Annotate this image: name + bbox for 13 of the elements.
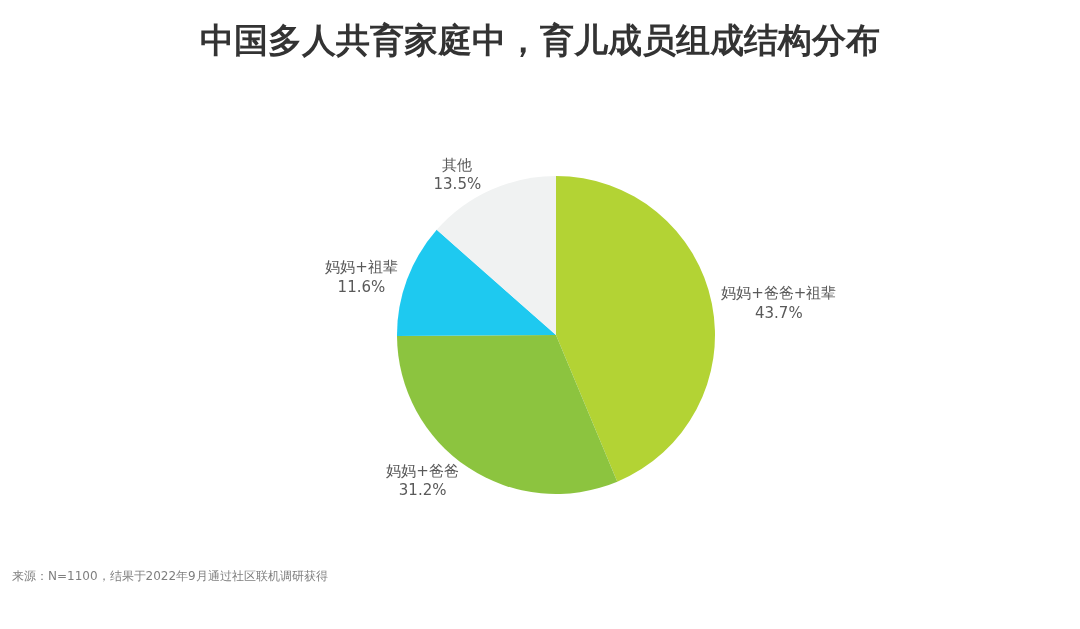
data-label: 31.2%: [398, 481, 447, 500]
data-label: 43.7%: [755, 303, 803, 322]
pie-slice: [397, 229, 556, 336]
chart-title: 中国多人共育家庭中，育儿成员组成结构分布: [200, 19, 880, 60]
slice-label: 其他: [442, 155, 473, 174]
slice-label: 妈妈+祖辈: [325, 258, 398, 277]
pie-slice: [436, 176, 556, 335]
data-label: 13.5%: [433, 175, 482, 194]
data-label: 11.6%: [337, 277, 386, 296]
pie-slice: [556, 176, 715, 482]
slice-label: 妈妈+爸爸+祖辈: [721, 284, 837, 303]
slice-label: 妈妈+爸爸: [386, 461, 459, 480]
source-note: 来源：N=1100，结果于2022年9月通过社区联机调研获得: [12, 569, 328, 583]
